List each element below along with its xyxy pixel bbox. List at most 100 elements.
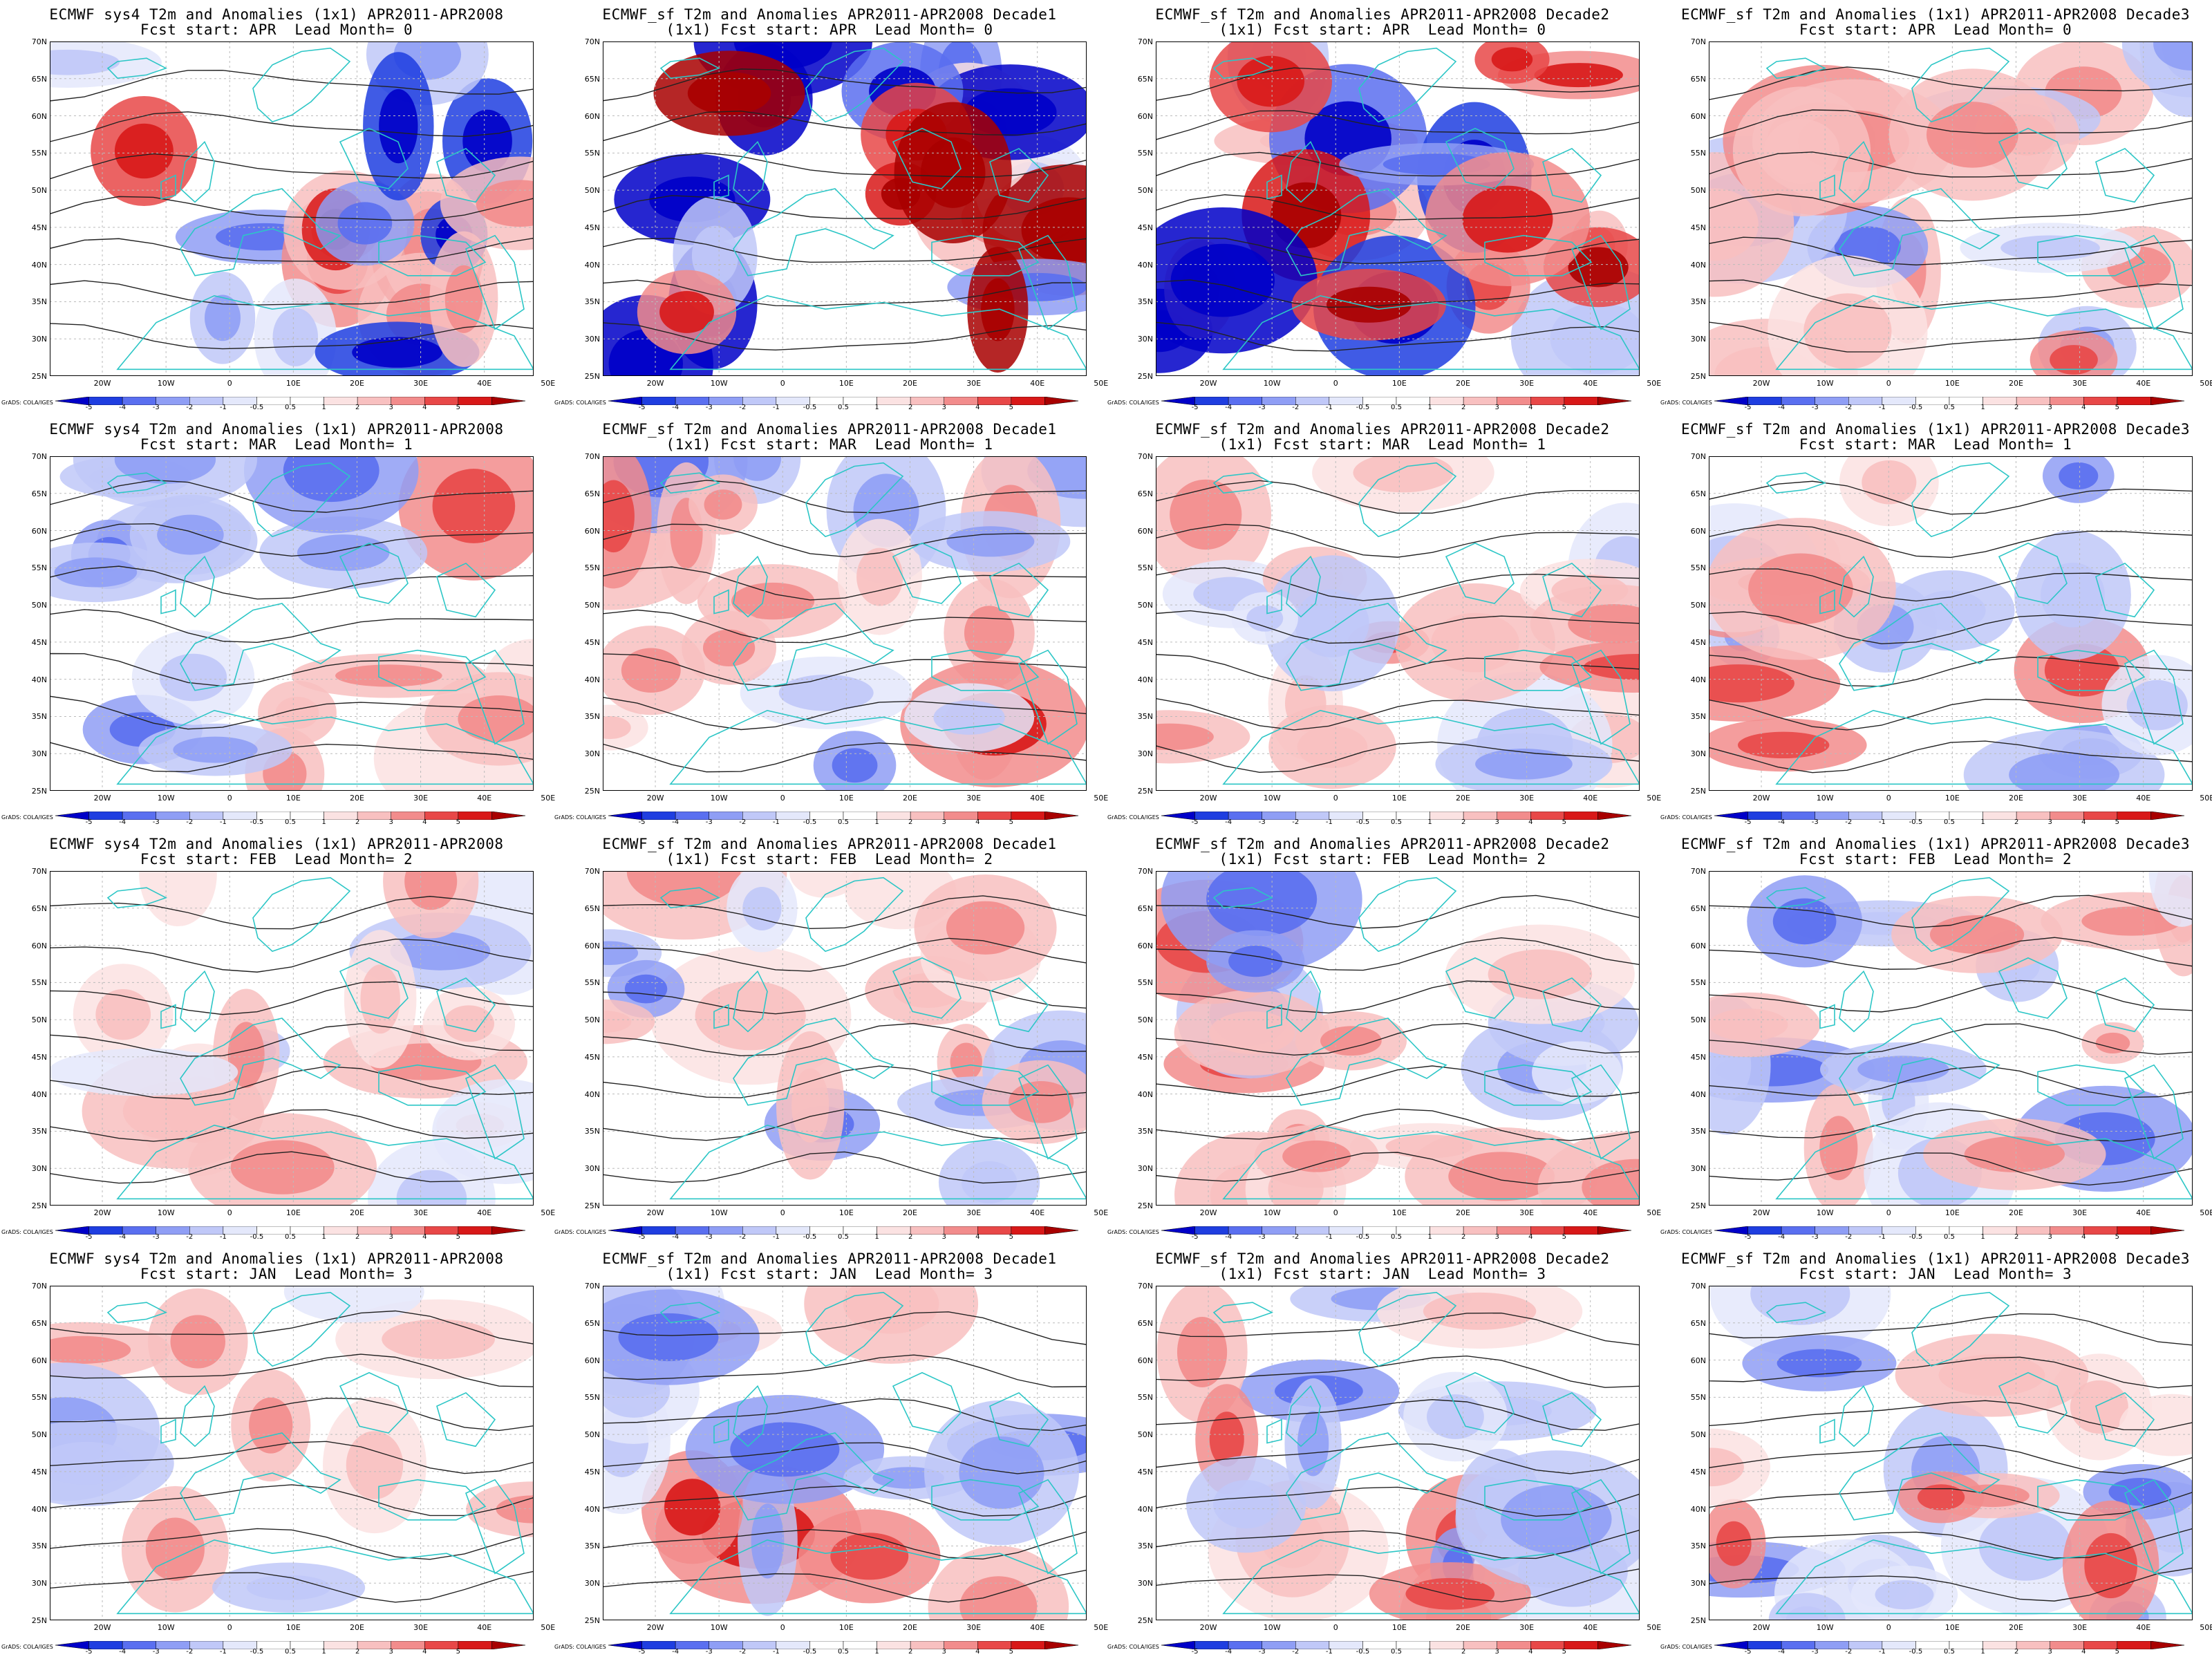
anomaly-core	[1568, 604, 1640, 644]
colorbar-label: 0.5	[838, 404, 849, 411]
latitude-label: 45N	[31, 1052, 47, 1062]
colorbar-swatch	[910, 397, 944, 405]
colorbar-swatch	[709, 397, 743, 405]
colorbar-label: -3	[705, 1648, 713, 1656]
longitude-label: 20E	[1455, 1208, 1470, 1217]
colorbar-label: -4	[1225, 818, 1232, 826]
colorbar-swatch	[88, 397, 123, 405]
anomaly-core	[856, 547, 903, 606]
colorbar-swatch	[1295, 812, 1330, 820]
panel-subtitle: Fcst start: APR Lead Month= 0	[140, 21, 413, 38]
longitude-label: 50E	[1094, 379, 1109, 388]
coastline	[160, 174, 176, 200]
latitude-label: 25N	[584, 1201, 600, 1210]
colorbar-label: 2	[355, 1648, 360, 1656]
isotherm-contour	[1156, 279, 1640, 308]
anomaly-map	[1709, 871, 2193, 1206]
colorbar-label: -0.5	[803, 404, 817, 411]
coastline	[180, 1385, 215, 1447]
latitude-label: 25N	[1137, 787, 1153, 796]
colorbar-swatch	[977, 397, 1012, 405]
longitude-label: 10W	[1816, 1623, 1834, 1632]
latitude-label: 70N	[31, 37, 47, 46]
longitude-label: 20W	[93, 1623, 111, 1632]
anomaly-map	[1156, 1286, 1640, 1620]
colorbar-label: -4	[672, 1648, 679, 1656]
colorbar-label: -0.5	[250, 1233, 264, 1241]
colorbar-swatch	[709, 812, 743, 820]
colorbar-swatch	[877, 1641, 911, 1649]
anomaly-core	[603, 716, 631, 740]
longitude-label: 10E	[1944, 1623, 1960, 1632]
coastline	[733, 1385, 768, 1447]
colorbar-label: 3	[2047, 1648, 2052, 1656]
coastline	[2037, 234, 2146, 276]
panel-subtitle: Fcst start: FEB Lead Month= 2	[1799, 851, 2072, 868]
latitude-label: 70N	[584, 452, 600, 461]
latitude-label: 30N	[1690, 1579, 1706, 1588]
colorbar-label: -1	[1878, 404, 1886, 411]
colorbar-label: 1	[874, 1648, 879, 1656]
latitude-label: 40N	[31, 1089, 47, 1099]
anomaly-core	[1206, 871, 1318, 937]
colorbar-swatch	[910, 1641, 944, 1649]
latitude-label: 35N	[1137, 712, 1153, 722]
coastline	[465, 1064, 525, 1160]
isotherm-contour	[603, 1022, 1087, 1057]
anomaly-core	[114, 456, 216, 484]
panel-subtitle: Fcst start: APR Lead Month= 0	[1799, 21, 2072, 38]
grads-credit: GrADS: COLA/IGES	[1107, 1644, 1159, 1650]
latitude-label: 40N	[584, 260, 600, 270]
anomaly-core	[603, 1010, 632, 1033]
coastline	[1484, 1064, 1593, 1106]
longitude-label: 20W	[1199, 1208, 1217, 1217]
longitude-label: 0	[1886, 794, 1891, 803]
isotherm-contour	[1156, 980, 1640, 1014]
coastline	[805, 462, 904, 538]
isotherm-contour	[50, 742, 534, 773]
colorbar-label: -0.5	[1909, 1648, 1923, 1656]
isotherm-contour	[1156, 1355, 1640, 1388]
isotherm-contour	[603, 1311, 1087, 1345]
anomaly-core	[396, 1170, 467, 1206]
latitude-label: 25N	[31, 1616, 47, 1625]
colorbar-swatch	[1983, 812, 2017, 820]
panel-subtitle: Fcst start: JAN Lead Month= 3	[140, 1266, 413, 1282]
anomaly-region	[139, 871, 217, 927]
coastline	[2095, 147, 2155, 203]
coastline	[1212, 57, 1274, 79]
grads-credit: GrADS: COLA/IGES	[1107, 400, 1159, 406]
isotherm-contour	[603, 895, 1087, 930]
colorbar-label: -3	[152, 1648, 160, 1656]
colorbar-label: -1	[219, 404, 227, 411]
map-panel: ECMWF sys4 T2m and Anomalies (1x1) APR20…	[0, 0, 555, 415]
colorbar-label: 1	[874, 818, 879, 826]
grads-credit: GrADS: COLA/IGES	[1107, 814, 1159, 821]
latitude-label: 25N	[1137, 372, 1153, 381]
isotherm-contour	[1156, 1486, 1640, 1517]
longitude-label: 50E	[2200, 1623, 2212, 1632]
colorbar-arrow	[1714, 812, 1748, 820]
latitude-label: 40N	[1137, 1504, 1153, 1514]
longitude-label: 30E	[1519, 1623, 1535, 1632]
isotherm-contour	[1156, 480, 1640, 514]
colorbar-label: 5	[1009, 404, 1014, 411]
isotherm-contour	[1156, 110, 1640, 140]
anomaly-core	[618, 1313, 719, 1362]
anomaly-core	[275, 697, 319, 729]
anomaly-core	[691, 225, 739, 285]
isotherm-contour	[1156, 654, 1640, 687]
isotherm-contour	[603, 653, 1087, 687]
colorbar-label: -4	[119, 1233, 126, 1241]
coastline	[713, 1418, 729, 1444]
anomaly-core	[352, 337, 442, 368]
colorbar-swatch	[1530, 397, 1565, 405]
latitude-label: 45N	[584, 637, 600, 647]
coastline	[1911, 1291, 2010, 1367]
latitude-label: 30N	[1137, 335, 1153, 344]
anomaly-core	[1009, 1081, 1074, 1123]
coastline	[1998, 127, 2068, 189]
isotherm-contour	[1156, 567, 1640, 601]
anomaly-core	[2041, 562, 2105, 628]
latitude-label: 50N	[1137, 186, 1153, 196]
